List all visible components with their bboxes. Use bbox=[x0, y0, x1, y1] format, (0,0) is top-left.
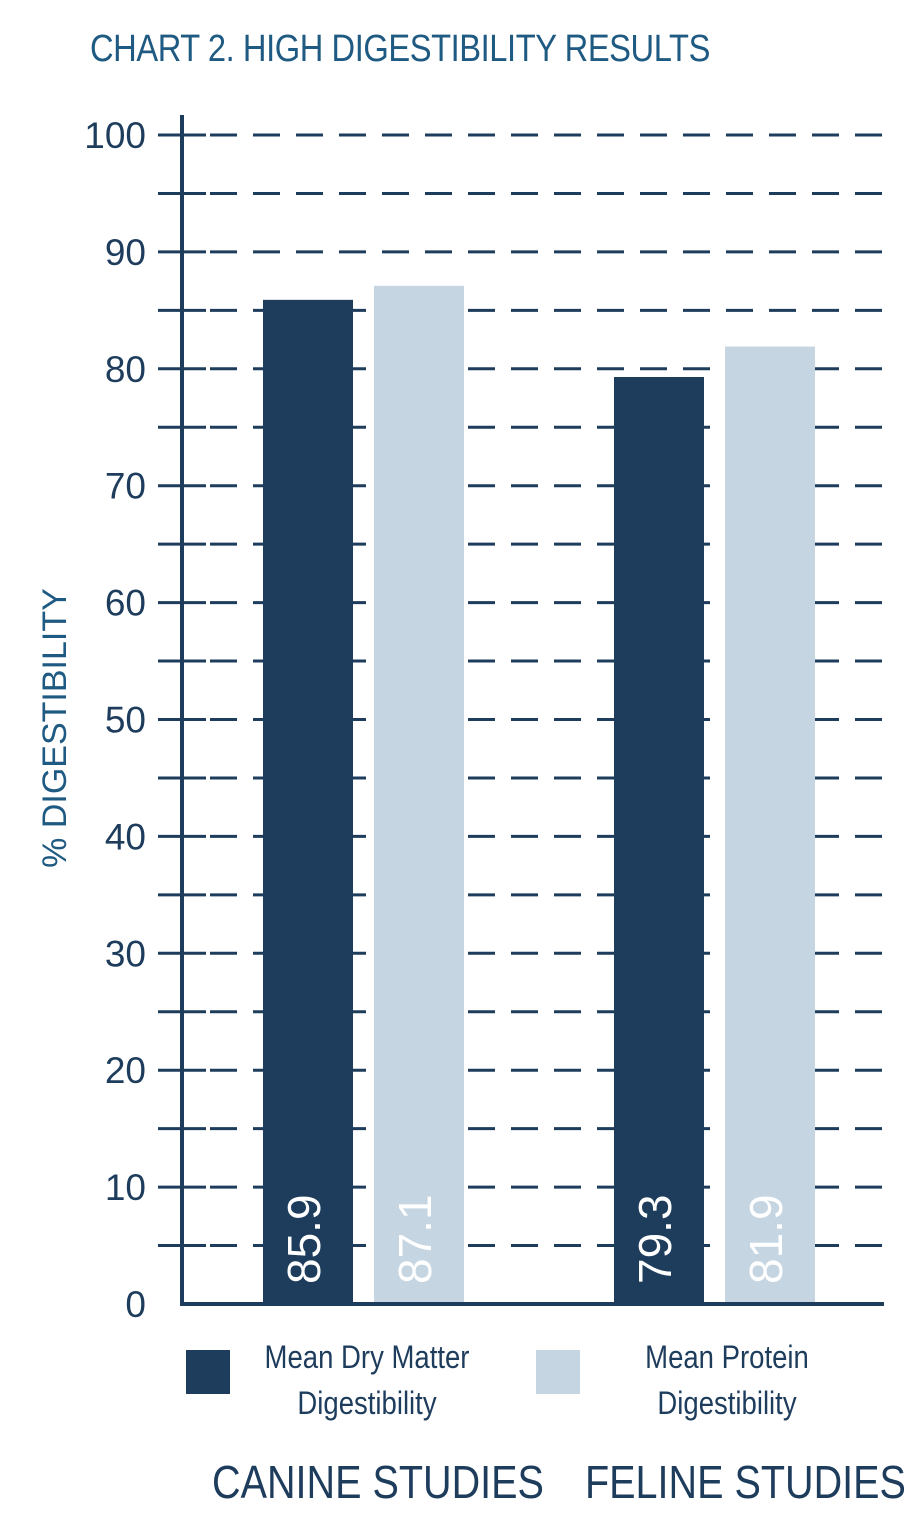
bar bbox=[725, 346, 815, 1304]
chart-plot: 85.9 87.1 79.3 81.9 0102030405060708090100 … bbox=[36, 115, 884, 1325]
bars: 85.9 87.1 79.3 81.9 bbox=[263, 285, 815, 1305]
y-tick-label: 30 bbox=[105, 933, 146, 974]
legend-protein-line2: Digestibility bbox=[657, 1385, 797, 1421]
bar-value-label: 79.3 bbox=[629, 1194, 681, 1284]
chart-title: CHART 2. HIGH DIGESTIBILITY RESULTS bbox=[90, 28, 710, 70]
bar-value-label: 81.9 bbox=[740, 1194, 792, 1284]
y-tick-label: 100 bbox=[84, 115, 146, 156]
bar-value-label: 87.1 bbox=[389, 1194, 441, 1284]
bar bbox=[374, 285, 464, 1304]
y-tick-label: 20 bbox=[105, 1050, 146, 1091]
y-tick-label: 10 bbox=[105, 1167, 146, 1208]
y-tick-label: 70 bbox=[105, 466, 146, 507]
bar bbox=[263, 299, 353, 1305]
y-tick-label: 40 bbox=[105, 816, 146, 857]
y-tick-label: 80 bbox=[105, 349, 146, 390]
y-tick-label: 90 bbox=[105, 232, 146, 273]
y-tick-label: 50 bbox=[105, 700, 146, 741]
y-tick-label: 60 bbox=[105, 583, 146, 624]
legend-swatch-dry-matter bbox=[186, 1350, 230, 1394]
legend-label-dry-matter: Mean Dry Matter Digestibility bbox=[242, 1334, 491, 1426]
y-tick-label: 0 bbox=[125, 1284, 146, 1325]
legend-protein-line1: Mean Protein bbox=[645, 1339, 809, 1375]
legend-dry-matter-line1: Mean Dry Matter bbox=[264, 1339, 470, 1375]
legend-label-protein: Mean Protein Digestibility bbox=[611, 1334, 843, 1426]
y-tick-labels: 0 10 20 30 40 50 60 70 80 90 100 bbox=[84, 115, 146, 1325]
bar bbox=[614, 376, 704, 1304]
legend-swatch-protein bbox=[536, 1350, 580, 1394]
category-label-canine: CANINE STUDIES bbox=[212, 1456, 544, 1508]
category-label-feline: FELINE STUDIES bbox=[585, 1456, 906, 1508]
bar-value-label: 85.9 bbox=[278, 1194, 330, 1284]
legend-dry-matter-line2: Digestibility bbox=[297, 1385, 437, 1421]
y-axis-title: % DIGESTIBILITY bbox=[36, 588, 74, 868]
axes bbox=[180, 115, 884, 1306]
